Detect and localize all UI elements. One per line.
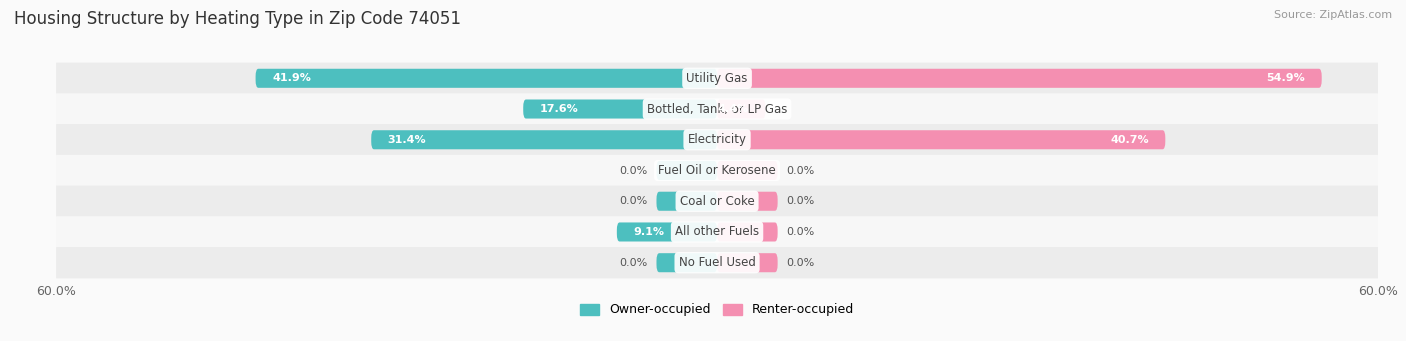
Text: 4.4%: 4.4%: [718, 104, 749, 114]
Text: 41.9%: 41.9%: [273, 73, 311, 83]
Text: All other Fuels: All other Fuels: [675, 225, 759, 238]
Text: Source: ZipAtlas.com: Source: ZipAtlas.com: [1274, 10, 1392, 20]
Text: Housing Structure by Heating Type in Zip Code 74051: Housing Structure by Heating Type in Zip…: [14, 10, 461, 28]
FancyBboxPatch shape: [371, 130, 717, 149]
Text: 0.0%: 0.0%: [620, 196, 648, 206]
FancyBboxPatch shape: [56, 124, 1378, 155]
FancyBboxPatch shape: [717, 253, 778, 272]
FancyBboxPatch shape: [56, 247, 1378, 278]
FancyBboxPatch shape: [56, 93, 1378, 125]
FancyBboxPatch shape: [717, 161, 778, 180]
Text: 17.6%: 17.6%: [540, 104, 578, 114]
Text: No Fuel Used: No Fuel Used: [679, 256, 755, 269]
FancyBboxPatch shape: [617, 222, 717, 241]
Text: Fuel Oil or Kerosene: Fuel Oil or Kerosene: [658, 164, 776, 177]
Text: 54.9%: 54.9%: [1267, 73, 1305, 83]
Text: 31.4%: 31.4%: [388, 135, 426, 145]
Text: 0.0%: 0.0%: [786, 165, 814, 176]
FancyBboxPatch shape: [657, 253, 717, 272]
FancyBboxPatch shape: [56, 63, 1378, 94]
Text: 40.7%: 40.7%: [1111, 135, 1149, 145]
Text: 0.0%: 0.0%: [786, 227, 814, 237]
FancyBboxPatch shape: [717, 100, 765, 119]
Text: 0.0%: 0.0%: [620, 165, 648, 176]
Text: Utility Gas: Utility Gas: [686, 72, 748, 85]
FancyBboxPatch shape: [256, 69, 717, 88]
Text: 0.0%: 0.0%: [620, 258, 648, 268]
FancyBboxPatch shape: [657, 161, 717, 180]
Text: Electricity: Electricity: [688, 133, 747, 146]
FancyBboxPatch shape: [56, 186, 1378, 217]
Text: Bottled, Tank, or LP Gas: Bottled, Tank, or LP Gas: [647, 103, 787, 116]
FancyBboxPatch shape: [717, 69, 1322, 88]
FancyBboxPatch shape: [56, 216, 1378, 248]
FancyBboxPatch shape: [717, 222, 778, 241]
Text: Coal or Coke: Coal or Coke: [679, 195, 755, 208]
FancyBboxPatch shape: [717, 130, 1166, 149]
Text: 0.0%: 0.0%: [786, 196, 814, 206]
FancyBboxPatch shape: [56, 155, 1378, 186]
FancyBboxPatch shape: [717, 192, 778, 211]
Text: 9.1%: 9.1%: [633, 227, 665, 237]
Text: 0.0%: 0.0%: [786, 258, 814, 268]
Legend: Owner-occupied, Renter-occupied: Owner-occupied, Renter-occupied: [575, 298, 859, 321]
FancyBboxPatch shape: [657, 192, 717, 211]
FancyBboxPatch shape: [523, 100, 717, 119]
